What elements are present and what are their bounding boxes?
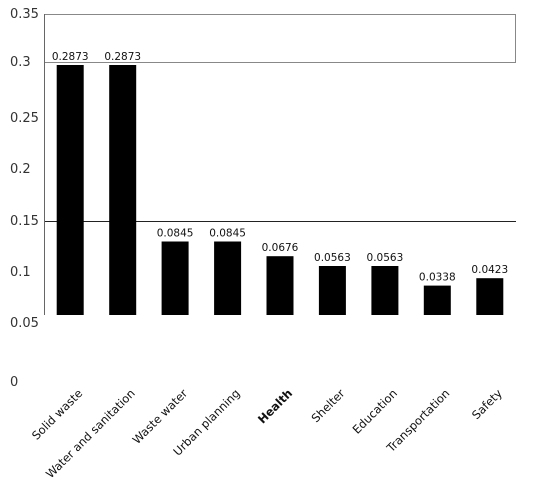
y-tick-label: 0.35 (10, 7, 39, 22)
x-axis-label: Shelter (309, 386, 348, 425)
data-labels: 0.2873 0.2873 0.0845 0.0845 0.0676 0.0563 0.05… (52, 51, 508, 284)
bar (371, 266, 399, 315)
bar (266, 256, 294, 315)
x-axis-label: Education (350, 386, 400, 436)
data-label: 0.0845 (209, 228, 246, 240)
y-tick-label: 0.15 (10, 214, 39, 229)
data-label: 0.0563 (367, 252, 404, 264)
data-label: 0.2873 (104, 51, 141, 63)
data-label: 0.0423 (471, 264, 508, 276)
data-label: 0.2873 (52, 51, 89, 63)
y-tick-label-zero: 0 (10, 375, 18, 390)
y-tick-label: 0.2 (10, 162, 31, 177)
data-label: 0.0845 (157, 228, 194, 240)
bar (161, 241, 189, 315)
x-axis-label: Solid waste (29, 386, 85, 442)
x-axis-label: Safety (469, 386, 505, 422)
x-axis-label: Water and sanitation (43, 386, 138, 481)
data-label: 0.0676 (262, 242, 299, 254)
bar (109, 65, 137, 315)
y-tick-label: 0.05 (10, 316, 39, 331)
bar (476, 278, 504, 315)
bars (56, 65, 504, 315)
bar (56, 65, 84, 315)
y-tick-label: 0.3 (10, 55, 31, 70)
bar (214, 241, 242, 315)
x-axis-label: Health (255, 386, 295, 426)
y-tick-label: 0.1 (10, 265, 31, 280)
data-label: 0.0338 (419, 272, 456, 284)
bar (318, 266, 346, 315)
y-axis-ticks: 0.35 0.3 0.25 0.2 0.15 0.1 0.05 0 (10, 7, 39, 390)
bar (423, 285, 451, 315)
data-label: 0.0563 (314, 252, 351, 264)
y-tick-label: 0.25 (10, 111, 39, 126)
